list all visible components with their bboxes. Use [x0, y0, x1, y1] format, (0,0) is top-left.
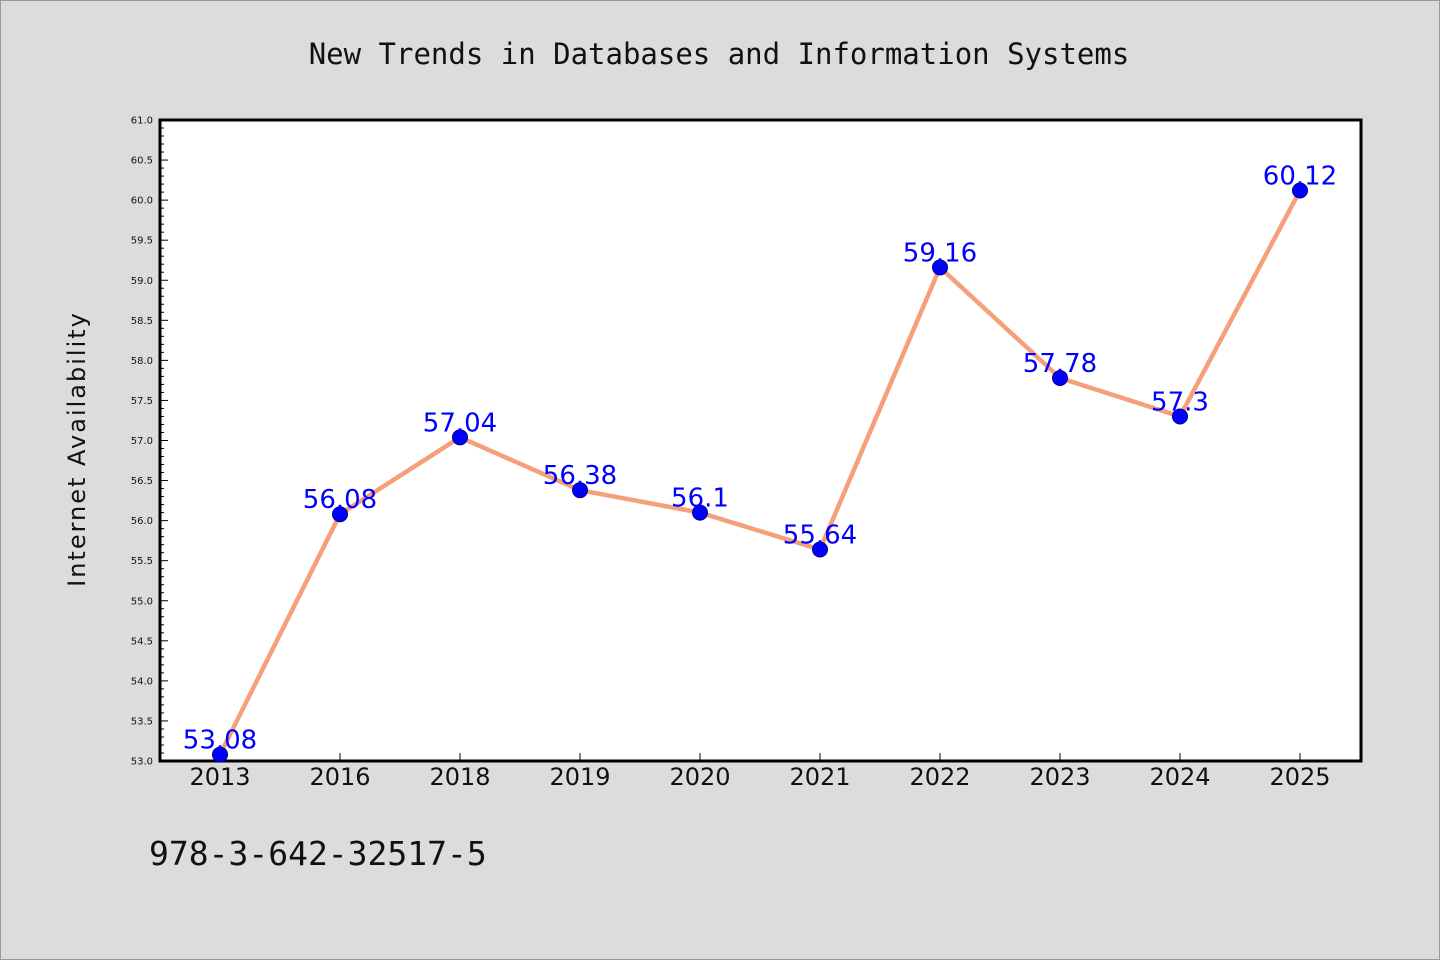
data-label: 57.04 — [423, 408, 497, 438]
y-tick-label: 59.0 — [131, 276, 153, 287]
data-labels-layer: 53.08 56.08 57.04 56.38 56.1 55.64 59.16 57.78 5… — [183, 162, 1337, 756]
y-tick-label: 55.5 — [131, 556, 153, 567]
data-point-marker — [812, 541, 828, 558]
data-label: 59.16 — [903, 238, 977, 268]
x-tick-label: 2024 — [1149, 763, 1210, 791]
data-point-marker — [1052, 370, 1068, 387]
data-label: 60.12 — [1263, 162, 1337, 192]
chart-title: New Trends in Databases and Information … — [309, 37, 1130, 71]
y-tick-label: 60.0 — [131, 196, 153, 207]
y-tick-label: 54.5 — [131, 636, 153, 647]
data-point-marker — [692, 504, 708, 521]
y-tick-label: 59.5 — [131, 236, 153, 247]
data-label: 53.08 — [183, 726, 257, 756]
series-layer — [212, 182, 1308, 763]
x-tick-label: 2013 — [189, 763, 250, 791]
x-tick-label: 2023 — [1029, 763, 1090, 791]
y-tick-label: 56.0 — [131, 516, 153, 527]
data-point-marker — [1292, 182, 1308, 199]
data-label: 56.1 — [671, 484, 729, 514]
y-axis-label: Internet Availability — [63, 311, 91, 587]
x-tick-label: 2020 — [669, 763, 730, 791]
data-point-marker — [332, 506, 348, 523]
data-point-marker — [572, 482, 588, 499]
data-point-marker — [452, 429, 468, 446]
y-tick-label: 60.5 — [131, 156, 153, 167]
y-tick-label: 57.5 — [131, 396, 153, 407]
x-tick-label: 2019 — [549, 763, 610, 791]
data-point-marker — [212, 746, 228, 763]
y-tick-label: 55.0 — [131, 596, 153, 607]
y-tick-label: 58.0 — [131, 356, 153, 367]
footer-isbn: 978-3-642-32517-5 — [149, 834, 487, 873]
y-tick-label: 53.5 — [131, 716, 153, 727]
x-tick-label: 2016 — [309, 763, 370, 791]
plot-area — [158, 118, 1363, 763]
data-point-marker — [1172, 408, 1188, 425]
data-label: 55.64 — [783, 520, 857, 550]
x-tick-label: 2021 — [789, 763, 850, 791]
y-tick-label: 56.5 — [131, 476, 153, 487]
data-label: 56.38 — [543, 461, 617, 491]
data-label: 57.3 — [1151, 387, 1209, 417]
data-label: 56.08 — [303, 485, 377, 515]
y-tick-label: 54.0 — [131, 676, 153, 687]
x-axis-ticks: 2013 2016 2018 2019 2020 2021 2022 2023 2024 2025 — [189, 753, 1331, 791]
data-label: 57.78 — [1023, 349, 1097, 379]
x-tick-label: 2018 — [429, 763, 490, 791]
y-axis-ticks: 53.0 53.5 54.0 54.5 55.0 55.5 56.0 56.5 57.0 57.5… — [131, 116, 168, 768]
y-tick-label: 57.0 — [131, 436, 153, 447]
y-tick-label: 58.5 — [131, 316, 153, 327]
data-point-marker — [932, 259, 948, 276]
series-line — [217, 188, 1303, 757]
x-tick-label: 2022 — [909, 763, 970, 791]
y-tick-label: 53.0 — [131, 757, 153, 768]
y-tick-label: 61.0 — [131, 116, 153, 127]
x-tick-label: 2025 — [1269, 763, 1330, 791]
